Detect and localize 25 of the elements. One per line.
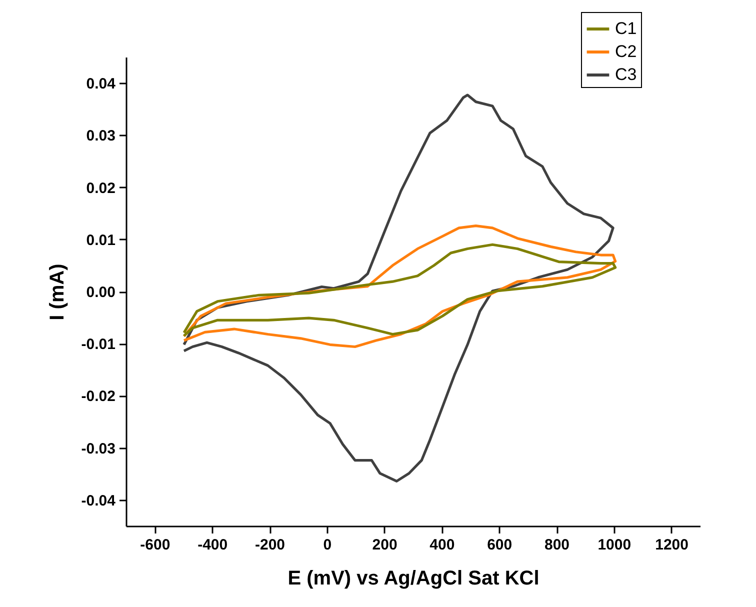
- x-tick-label: 600: [487, 536, 512, 554]
- y-tick-label: 0.01: [86, 232, 116, 249]
- line-series: [182, 243, 617, 338]
- x-axis-title: E (mV) vs Ag/AgCl Sat KCl: [288, 568, 540, 590]
- y-tick-label: 0.02: [86, 180, 116, 197]
- y-tick-label: 0.00: [86, 284, 116, 301]
- y-tick-label: -0.03: [81, 440, 116, 458]
- y-tick-label: 0.04: [86, 76, 116, 93]
- legend-label: C2: [615, 42, 637, 61]
- x-tick-label: -600: [140, 536, 170, 554]
- legend-label: C1: [615, 19, 637, 38]
- legend-label: C3: [615, 65, 637, 84]
- x-tick-label: 200: [372, 536, 398, 554]
- x-tick-label: 800: [544, 536, 570, 554]
- x-tick-label: 400: [430, 536, 455, 554]
- y-tick-label: -0.04: [81, 492, 116, 510]
- x-tick-label: 0: [323, 536, 332, 554]
- x-tick-label: -400: [198, 536, 228, 554]
- y-tick-label: 0.03: [86, 128, 116, 145]
- x-tick-label: 1000: [598, 536, 632, 554]
- y-tick-label: -0.01: [81, 336, 116, 354]
- x-tick-label: 1200: [655, 536, 688, 554]
- x-tick-label: -200: [254, 536, 286, 554]
- y-tick-label: -0.02: [81, 388, 116, 406]
- y-axis-title: I (mA): [46, 264, 68, 320]
